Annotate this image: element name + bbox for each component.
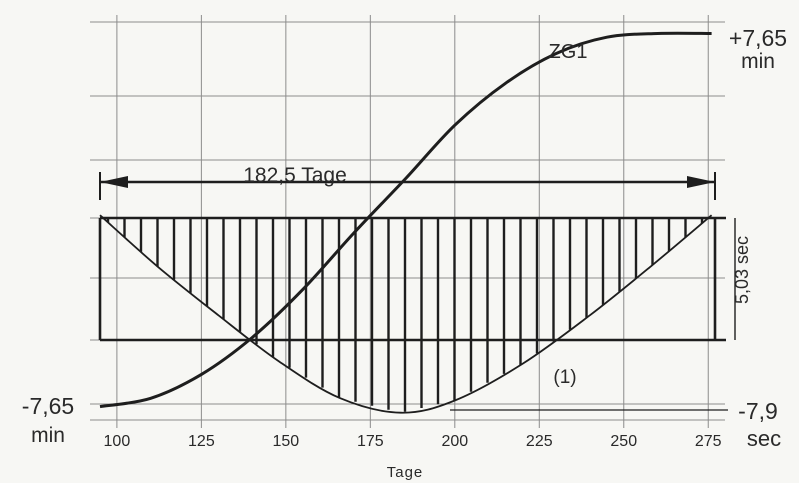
top-unit-label: min [741, 50, 775, 73]
series-label-zg1: ZG1 [549, 41, 588, 63]
x-tick-label: 200 [441, 433, 468, 450]
x-tick-label: 150 [273, 433, 300, 450]
span-arrow-right-head [687, 176, 715, 188]
left-unit-label: min [31, 424, 65, 447]
span-label: 182,5 Tage [243, 164, 347, 187]
span-arrow-left-head [100, 176, 128, 188]
x-tick-label: 225 [526, 433, 553, 450]
right-value-label: -7,9 [738, 398, 778, 424]
x-tick-label: 100 [104, 433, 131, 450]
x-tick-label: 175 [357, 433, 384, 450]
x-tick-labels: 100 125 150 175 200 225 250 275 [104, 433, 722, 450]
series-zg1-line [99, 31, 712, 409]
top-value-label: +7,65 [729, 25, 787, 51]
grid [90, 15, 725, 428]
x-tick-label: 125 [188, 433, 215, 450]
reference-box [98, 216, 736, 411]
series-label-1: (1) [553, 367, 576, 388]
left-value-label: -7,65 [22, 393, 74, 419]
span-arrow [99, 172, 716, 200]
hatch-fill [106, 218, 704, 412]
x-tick-label: 275 [695, 433, 722, 450]
right-unit-label: sec [747, 426, 781, 451]
curves [99, 31, 713, 414]
x-axis-label: Tage [387, 464, 424, 481]
box-height-label: 5,03 sec [732, 236, 752, 304]
x-tick-label: 250 [610, 433, 637, 450]
series-1-line [99, 214, 713, 414]
